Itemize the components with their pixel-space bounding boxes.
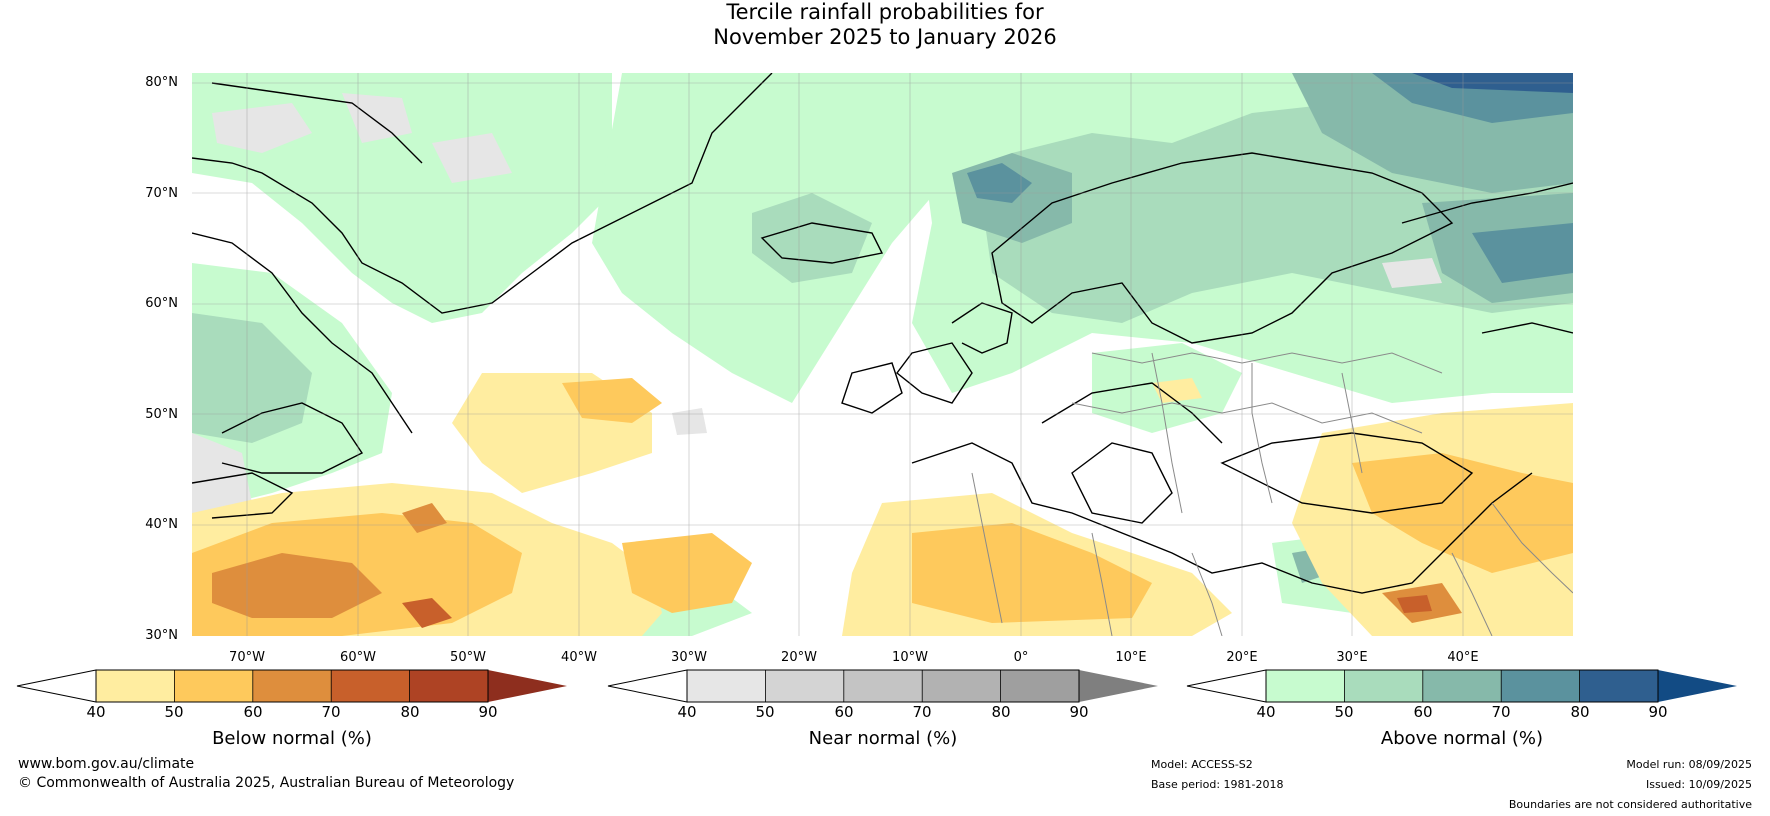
cbar-above-swatch-5 <box>1579 670 1658 702</box>
below-normal-regions <box>192 373 1573 636</box>
colorbar-above-normal <box>1186 669 1737 703</box>
tick-near-50: 50 <box>755 703 775 721</box>
tick-near-60: 60 <box>834 703 854 721</box>
lon-label-10w: 10°W <box>892 650 928 665</box>
lon-label-20w: 20°W <box>781 650 817 665</box>
model-run-text: Model run: 08/09/2025 <box>1626 758 1752 771</box>
colorbar-title-below: Below normal (%) <box>212 728 372 749</box>
tick-below-80: 80 <box>400 703 420 721</box>
title-line-2: November 2025 to January 2026 <box>713 25 1057 49</box>
tick-below-60: 60 <box>243 703 263 721</box>
tick-near-90: 90 <box>1069 703 1089 721</box>
tick-above-80: 80 <box>1570 703 1590 721</box>
cbar-near-swatch-1 <box>687 670 766 702</box>
colorbar-near-normal <box>607 669 1158 703</box>
above-normal-regions <box>192 73 1573 636</box>
colorbar-title-near: Near normal (%) <box>808 728 958 749</box>
cbar-near-swatch-4 <box>922 670 1001 702</box>
cbar-above-swatch-4 <box>1501 670 1580 702</box>
title-line-1: Tercile rainfall probabilities for <box>726 0 1044 24</box>
map-title: Tercile rainfall probabilities for Novem… <box>0 0 1770 50</box>
lon-label-30w: 30°W <box>671 650 707 665</box>
cbar-above-right-arrow <box>1658 670 1737 702</box>
graticule <box>192 73 1573 636</box>
tick-near-70: 70 <box>912 703 932 721</box>
cbar-below-swatch-4 <box>331 670 410 702</box>
base-period-text: Base period: 1981-2018 <box>1151 778 1284 791</box>
tick-near-40: 40 <box>677 703 697 721</box>
lat-label-40n: 40°N <box>145 517 178 532</box>
lat-label-60n: 60°N <box>145 296 178 311</box>
lon-label-70w: 70°W <box>229 650 265 665</box>
issued-text: Issued: 10/09/2025 <box>1645 778 1752 791</box>
copyright-text: © Commonwealth of Australia 2025, Austra… <box>18 775 515 791</box>
lat-label-50n: 50°N <box>145 407 178 422</box>
cbar-below-left-arrow <box>16 669 97 703</box>
cbar-near-swatch-3 <box>843 670 923 702</box>
lon-label-0: 0° <box>1013 650 1029 665</box>
lon-label-30e: 30°E <box>1336 650 1368 665</box>
tick-near-80: 80 <box>991 703 1011 721</box>
cbar-below-swatch-2 <box>174 670 253 702</box>
cbar-near-swatch-2 <box>765 670 844 702</box>
lon-label-40w: 40°W <box>561 650 597 665</box>
lon-label-10e: 10°E <box>1115 650 1147 665</box>
cbar-above-swatch-1 <box>1266 670 1345 702</box>
cbar-near-right-arrow <box>1079 670 1158 702</box>
probability-map <box>192 73 1573 636</box>
colorbar-below-normal <box>16 669 567 703</box>
tick-above-50: 50 <box>1334 703 1354 721</box>
tick-above-70: 70 <box>1491 703 1511 721</box>
country-borders <box>971 352 1573 636</box>
tick-above-90: 90 <box>1648 703 1668 721</box>
lon-label-60w: 60°W <box>340 650 376 665</box>
model-text: Model: ACCESS-S2 <box>1151 758 1253 771</box>
tick-above-40: 40 <box>1256 703 1276 721</box>
lon-label-50w: 50°W <box>450 650 486 665</box>
coastlines <box>192 73 1573 594</box>
cbar-near-left-arrow <box>607 669 688 703</box>
cbar-below-swatch-1 <box>96 670 175 702</box>
cbar-above-left-arrow <box>1186 669 1267 703</box>
tick-below-70: 70 <box>321 703 341 721</box>
tick-above-60: 60 <box>1413 703 1433 721</box>
disclaimer-text: Boundaries are not considered authoritat… <box>1508 798 1752 811</box>
cbar-below-swatch-5 <box>409 670 488 702</box>
cbar-below-right-arrow <box>488 670 567 702</box>
colorbar-title-above: Above normal (%) <box>1380 728 1544 749</box>
cbar-above-swatch-2 <box>1344 670 1423 702</box>
cbar-below-swatch-3 <box>252 670 332 702</box>
cbar-above-swatch-3 <box>1422 670 1502 702</box>
website-link[interactable]: www.bom.gov.au/climate <box>18 756 195 772</box>
lat-label-80n: 80°N <box>145 75 178 90</box>
lon-label-20e: 20°E <box>1226 650 1258 665</box>
tick-below-90: 90 <box>478 703 498 721</box>
lon-label-40e: 40°E <box>1447 650 1479 665</box>
tick-below-50: 50 <box>164 703 184 721</box>
cbar-near-swatch-5 <box>1000 670 1079 702</box>
lat-label-30n: 30°N <box>145 628 178 643</box>
tick-below-40: 40 <box>86 703 106 721</box>
lat-label-70n: 70°N <box>145 186 178 201</box>
